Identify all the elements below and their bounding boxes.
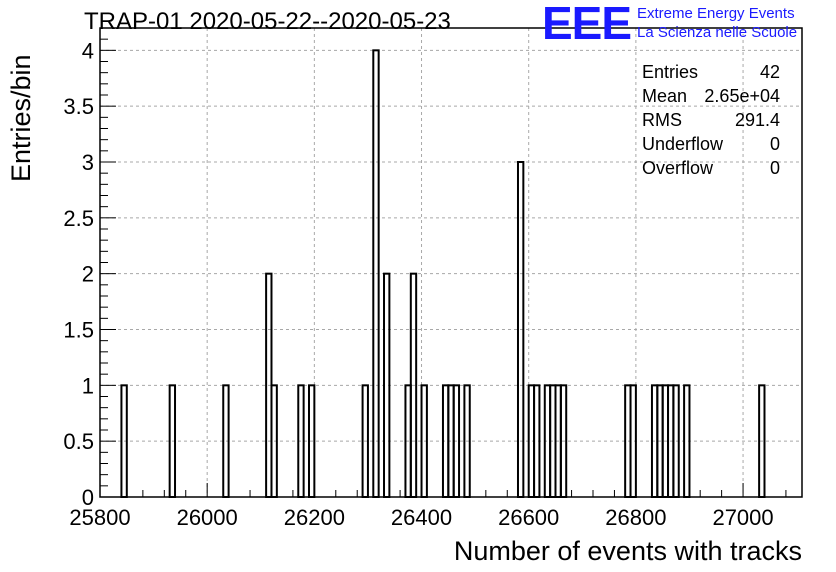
- stat-value: 291.4: [734, 110, 780, 130]
- x-tick-label: 26800: [605, 505, 666, 530]
- stat-label: Overflow: [642, 158, 714, 178]
- stat-row-entries: Entries 42: [642, 60, 780, 84]
- y-tick-label: 3.5: [63, 94, 94, 119]
- x-tick-label: 26200: [284, 505, 345, 530]
- stat-value: 0: [769, 134, 780, 154]
- logo-caption: Extreme Energy Events La Scienza nelle S…: [637, 4, 797, 42]
- y-tick-label: 2.5: [63, 206, 94, 231]
- y-tick-label: 3: [82, 150, 94, 175]
- chart-title: TRAP-01 2020-05-22--2020-05-23: [84, 8, 451, 35]
- stat-label: Underflow: [642, 134, 724, 154]
- y-tick-label: 1.5: [63, 318, 94, 343]
- histogram-bin: [383, 272, 391, 498]
- histogram-bin: [683, 384, 691, 499]
- y-axis-ticks: 0 0.5 1 1.5 2 2.5 3 3.5 4: [63, 27, 116, 510]
- stat-value: 0: [769, 158, 780, 178]
- histogram-bin: [533, 384, 541, 499]
- y-tick-label: 0.5: [63, 429, 94, 454]
- stat-row-underflow: Underflow 0: [642, 132, 780, 156]
- logo-line-1: Extreme Energy Events: [637, 5, 795, 22]
- grid-lines: [100, 28, 802, 497]
- y-tick-label: 4: [82, 38, 94, 63]
- histogram-bin: [629, 384, 637, 499]
- x-tick-label: 27000: [712, 505, 773, 530]
- stat-row-overflow: Overflow 0: [642, 156, 780, 180]
- stat-label: Mean: [642, 86, 688, 106]
- eee-logo: EEE: [542, 0, 632, 49]
- x-axis-ticks: 25800 26000 26200 26400 26600 26800 27000: [69, 483, 787, 530]
- histogram-bin: [372, 49, 380, 498]
- stat-value: 2.65e+04: [704, 86, 780, 106]
- stat-label: Entries: [642, 62, 699, 82]
- stat-value: 42: [759, 62, 780, 82]
- stat-label: RMS: [642, 110, 682, 130]
- x-axis-label: Number of events with tracks: [453, 536, 802, 566]
- x-tick-label: 26000: [177, 505, 238, 530]
- stat-row-rms: RMS 291.4: [642, 108, 780, 132]
- x-tick-label: 26600: [498, 505, 559, 530]
- y-axis-label: Entries/bin: [6, 54, 36, 182]
- x-tick-label: 25800: [69, 505, 130, 530]
- y-tick-label: 2: [82, 262, 94, 287]
- histogram-bin: [222, 384, 230, 499]
- y-tick-label: 0: [82, 485, 94, 510]
- stat-row-mean: Mean 2.65e+04: [642, 84, 780, 108]
- x-tick-label: 26400: [391, 505, 452, 530]
- y-tick-label: 1: [82, 373, 94, 398]
- logo-line-2: La Scienza nelle Scuole: [637, 24, 798, 41]
- stats-box: Entries 42 Mean 2.65e+04 RMS 291.4 Under…: [642, 60, 780, 180]
